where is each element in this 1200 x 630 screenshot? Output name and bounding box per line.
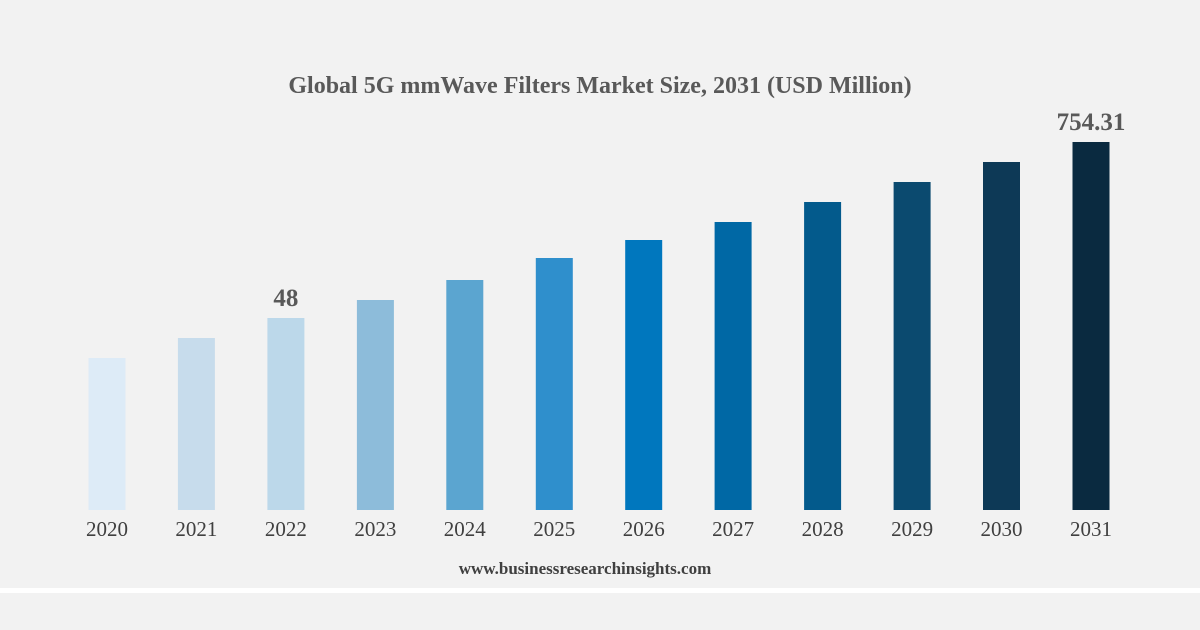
x-tick-label-2025: 2025	[533, 517, 575, 541]
bar-2027	[714, 222, 752, 510]
bar-2022	[267, 318, 305, 510]
bar-2028	[804, 202, 842, 510]
x-axis-ticks: 2020 2021 2022 2023 2024 2025 2026 2027 2028 2029…	[86, 517, 1112, 541]
x-tick-label-2023: 2023	[354, 517, 396, 541]
x-tick-label-2022: 2022	[265, 517, 307, 541]
bar-2025	[535, 258, 573, 510]
bar-2021	[177, 338, 215, 510]
data-label-2022: 48	[273, 285, 298, 312]
x-tick-label-2031: 2031	[1070, 517, 1112, 541]
chart-title: Global 5G mmWave Filters Market Size, 20…	[288, 73, 911, 99]
x-tick-label-2024: 2024	[444, 517, 487, 541]
bar-2023	[356, 300, 394, 510]
bar-group	[88, 142, 1110, 510]
x-tick-label-2029: 2029	[891, 517, 933, 541]
footer-divider	[0, 588, 1200, 593]
data-label-2031: 754.31	[1057, 109, 1126, 136]
x-tick-label-2026: 2026	[623, 517, 665, 541]
bar-2026	[625, 240, 663, 510]
bar-2020	[88, 358, 126, 510]
x-tick-label-2028: 2028	[802, 517, 844, 541]
bar-2029	[893, 182, 931, 510]
bar-2030	[983, 162, 1020, 510]
x-tick-label-2030: 2030	[981, 517, 1023, 541]
x-tick-label-2021: 2021	[175, 517, 217, 541]
x-tick-label-2027: 2027	[712, 517, 754, 541]
source-url: www.businessresearchinsights.com	[459, 559, 712, 578]
x-tick-label-2020: 2020	[86, 517, 128, 541]
data-labels: 48 754.31	[273, 109, 1125, 312]
bar-2031	[1072, 142, 1110, 510]
bar-2024	[446, 280, 484, 510]
